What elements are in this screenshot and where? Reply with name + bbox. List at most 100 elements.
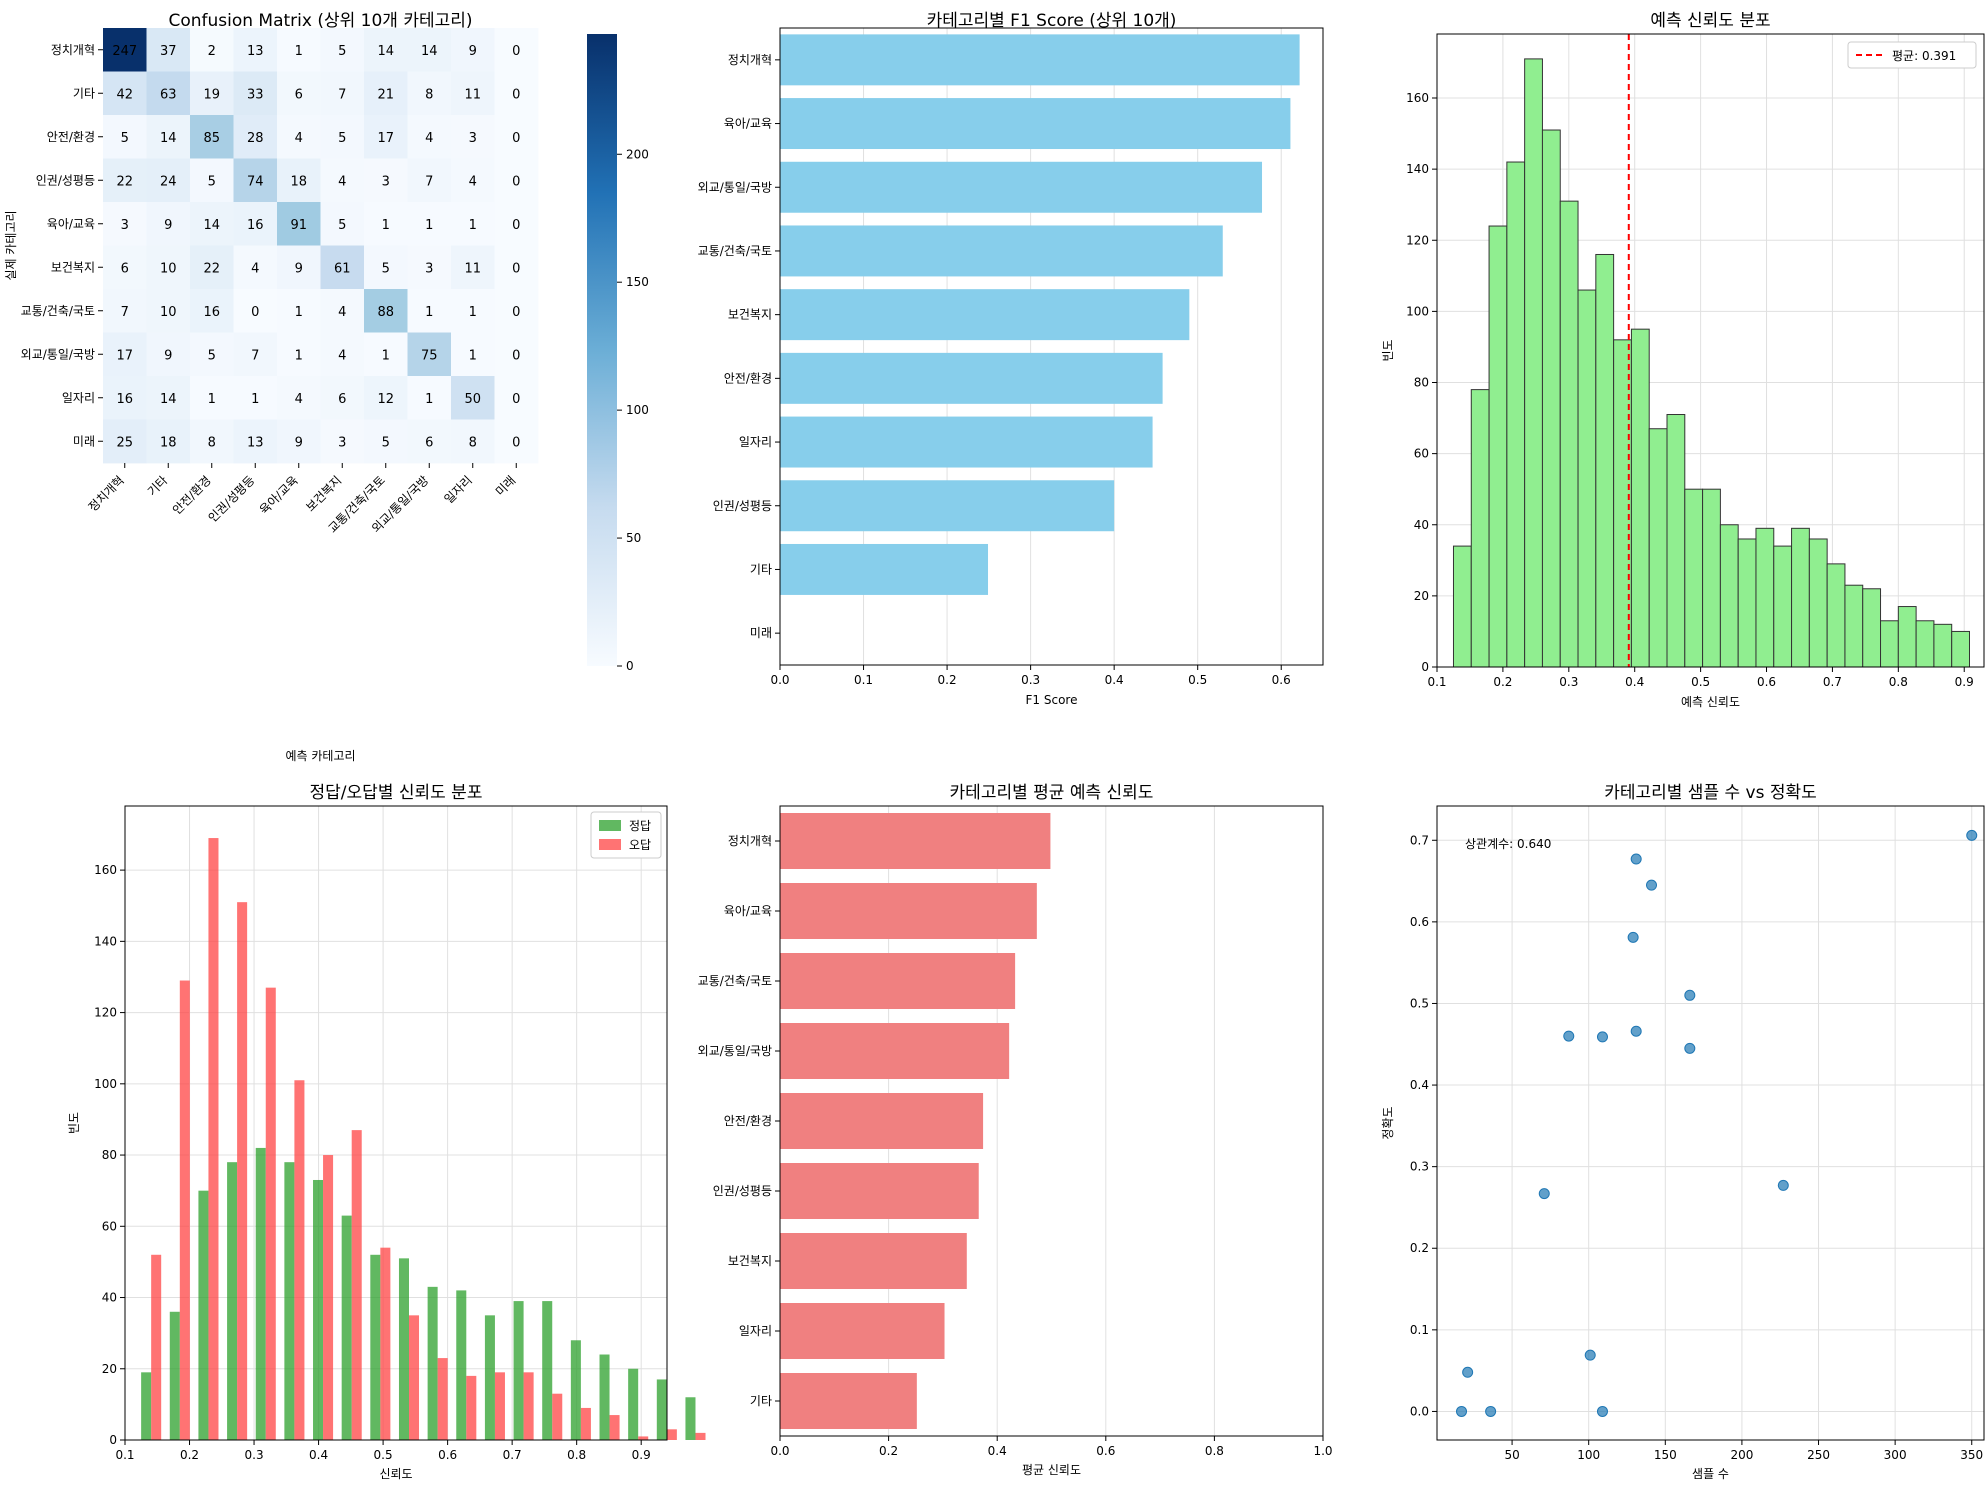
avg-ytick-label: 육아/교육: [724, 904, 772, 918]
cm-cell: [451, 419, 495, 464]
sc-point: [1684, 1042, 1696, 1054]
sc-title: 카테고리별 샘플 수 vs 정확도: [1604, 783, 1817, 803]
avg-bar: [780, 813, 1051, 869]
cm-cell-value: 0: [512, 261, 520, 276]
cw-bar-correct: [628, 1368, 639, 1440]
cm-cell: [277, 158, 321, 203]
f1-ytick-label: 기타: [750, 562, 772, 576]
cm-cell: [451, 202, 495, 246]
sc-ytick-label: 0.7: [1410, 833, 1429, 847]
cm-cell-value: 14: [421, 44, 438, 59]
cm-cell-value: 25: [116, 435, 133, 450]
cm-cell: [407, 115, 452, 159]
conf-bar: [1577, 289, 1597, 668]
cw-bar-wrong: [237, 902, 248, 1440]
cm-cell-value: 8: [469, 435, 477, 450]
cm-cell: [494, 376, 539, 420]
cm-cell-value: 21: [377, 87, 394, 102]
cm-cell-value: 0: [251, 305, 259, 320]
cm-cell-value: 63: [160, 87, 177, 102]
cm-cell: [190, 71, 234, 116]
cw-bar-wrong: [380, 1247, 391, 1440]
conf-bar: [1862, 588, 1882, 668]
cw-bar-wrong: [494, 1372, 505, 1440]
cw-bar-correct: [370, 1254, 381, 1440]
cm-cell: [103, 158, 147, 203]
conf-ytick-label: 160: [1406, 91, 1429, 105]
cm-cell: [364, 419, 408, 464]
cm-cell-value: 24: [160, 174, 177, 189]
cm-cell: [146, 245, 191, 290]
cw-bar-wrong: [609, 1415, 620, 1440]
conf-bar: [1897, 606, 1917, 668]
cm-xtick-label: 인권/성평등: [206, 473, 258, 525]
avg-ytick-label: 보건복지: [728, 1254, 772, 1268]
cm-cell-value: 7: [338, 87, 346, 102]
cm-cell-value: 3: [382, 174, 390, 189]
cm-cell: [146, 158, 191, 203]
cm-cell-value: 13: [247, 435, 264, 450]
cw-bar-correct: [169, 1311, 180, 1440]
avg-xtick-label: 0.8: [1205, 1444, 1224, 1458]
cm-cell: [320, 71, 365, 116]
sc-xtick-label: 100: [1577, 1448, 1600, 1462]
conf-xlabel: 예측 신뢰도: [1681, 695, 1740, 709]
cw-xtick-label: 0.8: [567, 1448, 586, 1462]
conf-bar: [1524, 58, 1543, 668]
avg-bar: [780, 883, 1037, 939]
cm-cell: [146, 376, 191, 420]
sc-ytick-label: 0.6: [1410, 915, 1429, 929]
cm-cell-value: 4: [295, 131, 303, 146]
cw-bar-wrong: [151, 1254, 162, 1440]
conf-bar: [1808, 538, 1828, 668]
cm-cell-value: 0: [512, 131, 520, 146]
cw-ylabel: 빈도: [67, 1112, 81, 1134]
cw-ytick-label: 140: [94, 934, 117, 948]
cm-cell-value: 1: [425, 392, 433, 407]
cm-cell-value: 7: [251, 348, 259, 363]
cm-cell: [451, 245, 495, 290]
cm-cell-value: 7: [121, 305, 129, 320]
cw-bar-wrong: [408, 1315, 420, 1440]
avg-bar: [780, 1373, 917, 1429]
cw-bar-wrong: [666, 1429, 677, 1440]
sc-point: [1630, 853, 1642, 865]
cm-cell-value: 4: [425, 131, 433, 146]
cm-cell-value: 61: [334, 261, 351, 276]
conf-bar: [1506, 161, 1526, 668]
cm-cell: [190, 202, 234, 246]
cm-cell-value: 9: [295, 261, 303, 276]
avg-xtick-label: 0.0: [770, 1444, 789, 1458]
cm-colorbar-tick-label: 150: [626, 275, 649, 289]
cw-xtick-label: 0.5: [374, 1448, 393, 1462]
cm-cell-value: 88: [377, 305, 394, 320]
cm-cell: [364, 245, 408, 290]
cm-cell: [320, 245, 365, 290]
cw-axes-frame: [124, 805, 668, 1441]
f1-bar: [780, 34, 1300, 86]
cm-cell: [190, 376, 234, 420]
cm-cell-value: 1: [295, 305, 303, 320]
cm-cell-value: 14: [377, 44, 394, 59]
cm-cell-value: 0: [512, 174, 520, 189]
cm-cell-value: 6: [425, 435, 433, 450]
cm-cell: [494, 158, 539, 203]
cm-cell: [233, 71, 278, 116]
conf-xtick-label: 0.5: [1691, 675, 1710, 689]
cm-cell: [407, 71, 452, 116]
cm-cell: [407, 245, 452, 290]
cw-bar-correct: [227, 1162, 238, 1440]
cm-cell-value: 1: [382, 348, 390, 363]
cw-bar-correct: [427, 1286, 438, 1440]
sc-point: [1630, 1025, 1642, 1037]
f1-ytick-label: 인권/성평등: [713, 499, 772, 513]
cw-bar-correct: [198, 1190, 209, 1440]
cw-ytick-label: 80: [102, 1148, 117, 1162]
cw-legend-label: 오답: [629, 838, 651, 852]
cm-cell-value: 37: [160, 44, 177, 59]
cm-ytick-label: 보건복지: [51, 260, 95, 274]
cm-cell-value: 28: [247, 131, 264, 146]
conf-bar: [1844, 584, 1864, 668]
cw-legend-swatch: [599, 820, 621, 831]
cm-cell-value: 16: [203, 305, 220, 320]
